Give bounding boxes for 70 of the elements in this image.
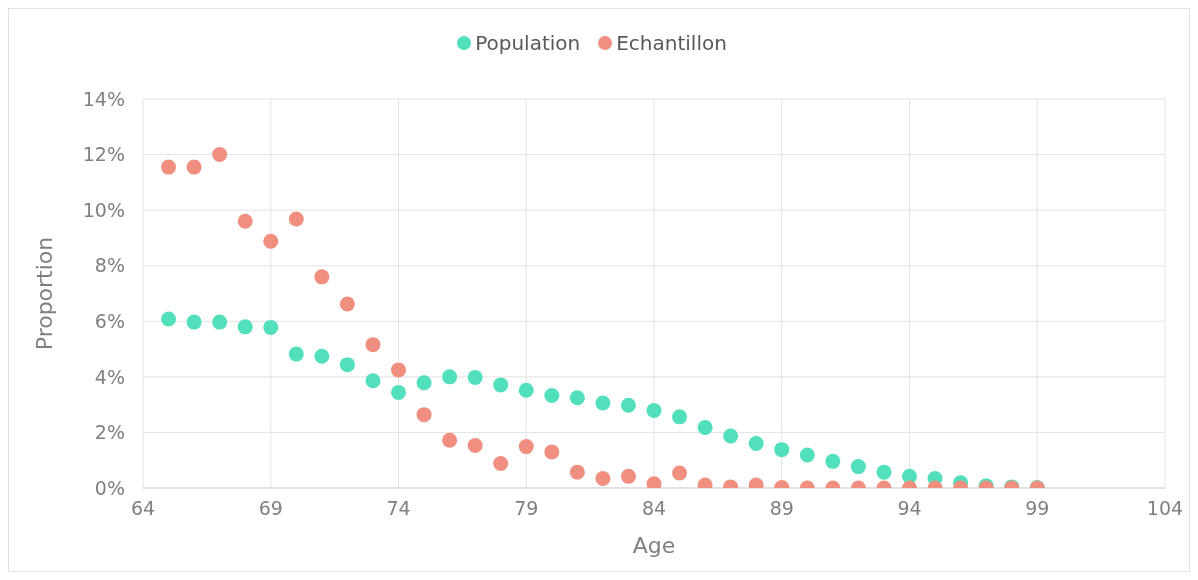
point [799, 447, 815, 463]
x-tick-label: 104 [1146, 497, 1184, 520]
point [467, 437, 483, 453]
point [620, 397, 636, 413]
x-tick-label: 84 [641, 497, 667, 520]
point [569, 464, 585, 480]
point [416, 407, 432, 423]
point [620, 468, 636, 484]
point [416, 375, 432, 391]
point [646, 402, 662, 418]
point [391, 362, 406, 378]
point [493, 456, 509, 472]
point [442, 432, 458, 448]
point [467, 369, 483, 385]
point [850, 459, 866, 475]
y-tick-label: 0% [94, 476, 125, 499]
point [237, 319, 253, 335]
x-tick-label: 69 [258, 497, 283, 520]
point [314, 269, 330, 285]
point [825, 453, 841, 469]
x-tick-label: 94 [897, 497, 922, 520]
point [186, 159, 202, 175]
point [544, 387, 560, 403]
point [365, 337, 381, 353]
y-tick-label: 2% [94, 421, 125, 444]
point [544, 444, 560, 460]
point [212, 314, 228, 330]
point [723, 428, 739, 444]
point [518, 439, 534, 455]
point [391, 384, 406, 400]
legend-label: Echantillon [616, 31, 727, 55]
x-tick-label: 79 [514, 497, 539, 520]
x-axis-title: Age [632, 533, 676, 558]
point [442, 369, 458, 385]
point [672, 409, 688, 425]
y-tick-label: 4% [94, 365, 125, 388]
y-tick-label: 6% [94, 310, 125, 333]
y-axis-title: Proportion [31, 236, 57, 351]
point [339, 296, 355, 312]
point [263, 233, 279, 249]
point [569, 390, 585, 406]
point [161, 311, 177, 327]
point [237, 213, 253, 229]
point [339, 357, 355, 373]
point [186, 314, 202, 330]
x-tick-label: 74 [386, 497, 411, 520]
y-tick-label: 8% [94, 254, 125, 277]
point [595, 395, 611, 411]
legend-label: Population [475, 31, 581, 55]
y-tick-label: 14% [82, 87, 125, 110]
x-tick-label: 89 [769, 497, 794, 520]
point [314, 348, 330, 364]
point [774, 442, 790, 458]
point [288, 346, 304, 362]
point [263, 319, 279, 335]
point [161, 159, 177, 175]
y-tick-label: 12% [82, 143, 125, 166]
y-tick-label: 10% [82, 198, 125, 221]
point [697, 419, 713, 435]
point [876, 464, 892, 480]
point [672, 465, 688, 481]
point [595, 471, 611, 487]
point [518, 382, 534, 398]
point [493, 377, 509, 393]
x-tick-label: 64 [130, 497, 156, 520]
point [748, 436, 764, 452]
point [288, 211, 304, 227]
point [365, 373, 381, 389]
x-tick-label: 99 [1025, 497, 1050, 520]
point [212, 147, 228, 163]
